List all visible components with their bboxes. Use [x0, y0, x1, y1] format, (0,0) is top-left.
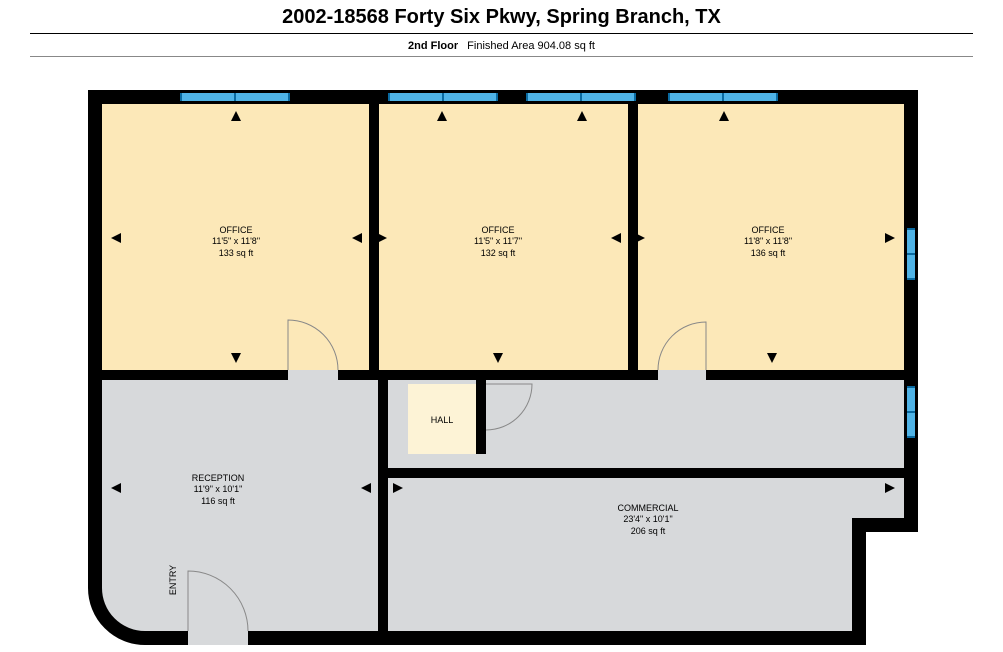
entry-label: ENTRY: [168, 565, 178, 595]
room-dimensions: 11'5" x 11'8": [212, 236, 260, 247]
room-sqft: 133 sq ft: [212, 248, 260, 259]
room-name: RECEPTION: [192, 473, 245, 484]
divider-bottom: [30, 56, 973, 57]
room-name: COMMERCIAL: [617, 503, 678, 514]
room-name: OFFICE: [744, 225, 792, 236]
room-sqft: 132 sq ft: [474, 248, 522, 259]
room-label-commercial: COMMERCIAL23'4" x 10'1"206 sq ft: [617, 503, 678, 537]
room-label-hall: HALL: [431, 415, 454, 425]
page-subtitle: 2nd Floor Finished Area 904.08 sq ft: [0, 40, 1003, 52]
room-dimensions: 11'8" x 11'8": [744, 236, 792, 247]
room-dimensions: 11'9" x 10'1": [192, 484, 245, 495]
finished-area-label: Finished Area 904.08 sq ft: [467, 40, 595, 52]
room-dimensions: 11'5" x 11'7": [474, 236, 522, 247]
floor-plan-svg: [88, 90, 918, 645]
room-sqft: 136 sq ft: [744, 248, 792, 259]
room-name: OFFICE: [212, 225, 260, 236]
page-title: 2002-18568 Forty Six Pkwy, Spring Branch…: [0, 0, 1003, 29]
room-name: OFFICE: [474, 225, 522, 236]
room-sqft: 206 sq ft: [617, 526, 678, 537]
floor-plan: OFFICE11'5" x 11'8"133 sq ftOFFICE11'5" …: [88, 90, 918, 645]
room-dimensions: 23'4" x 10'1": [617, 514, 678, 525]
room-label-office3: OFFICE11'8" x 11'8"136 sq ft: [744, 225, 792, 259]
room-sqft: 116 sq ft: [192, 496, 245, 507]
room-label-reception: RECEPTION11'9" x 10'1"116 sq ft: [192, 473, 245, 507]
room-label-office1: OFFICE11'5" x 11'8"133 sq ft: [212, 225, 260, 259]
room-label-office2: OFFICE11'5" x 11'7"132 sq ft: [474, 225, 522, 259]
floor-plan-page: 2002-18568 Forty Six Pkwy, Spring Branch…: [0, 0, 1003, 652]
divider-top: [30, 33, 973, 34]
floor-label: 2nd Floor: [408, 40, 458, 52]
